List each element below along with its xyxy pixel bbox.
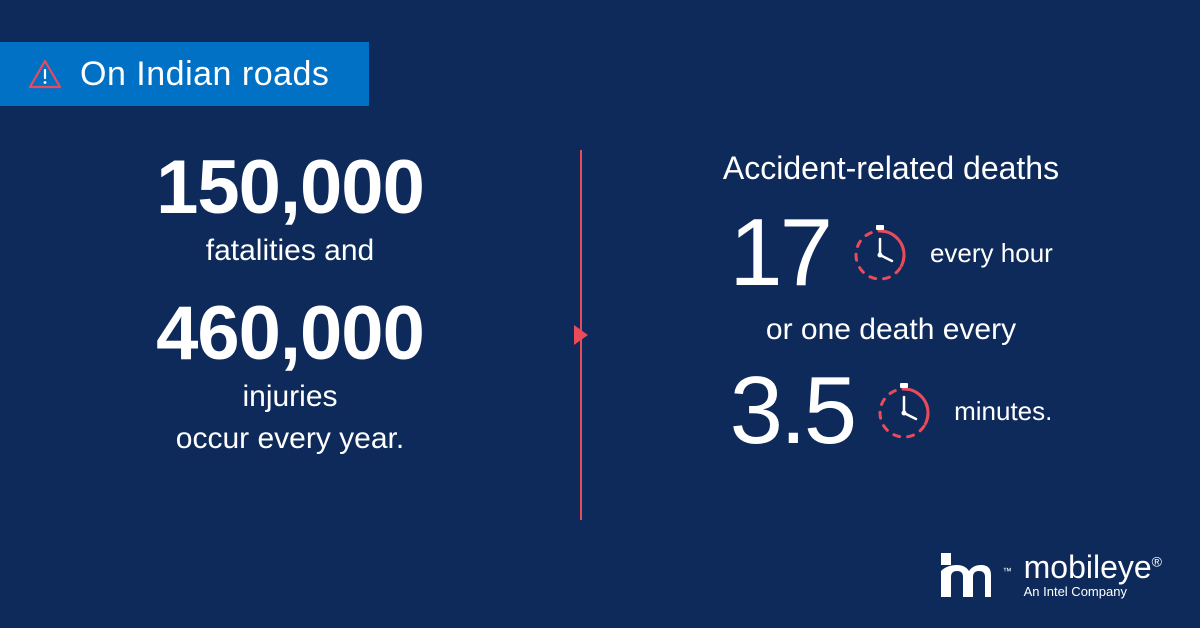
death-interval-unit: minutes. <box>954 396 1052 427</box>
logo-text: mobileye® An Intel Company <box>1024 551 1162 598</box>
divider-arrow-icon <box>574 325 588 345</box>
deaths-header: Accident-related deaths <box>622 150 1160 187</box>
stopwatch-icon <box>874 381 934 441</box>
content-row: 150,000 fatalities and 460,000 injuries … <box>0 150 1200 520</box>
brand-logo: ™ mobileye® An Intel Company <box>941 551 1162 598</box>
registered-icon: ® <box>1152 553 1162 569</box>
death-interval-row: 3.5 minutes. <box>622 363 1160 459</box>
deaths-per-hour-unit: every hour <box>930 238 1053 269</box>
logo-name-text: mobileye <box>1024 549 1152 585</box>
mobileye-logo-icon <box>941 553 991 597</box>
fatalities-value: 150,000 <box>40 150 540 226</box>
header-title: On Indian roads <box>80 55 329 94</box>
fatalities-label: fatalities and <box>40 234 540 268</box>
logo-name: mobileye® <box>1024 551 1162 583</box>
logo-subtitle: An Intel Company <box>1024 585 1162 598</box>
right-column: Accident-related deaths 17 every hour or… <box>582 150 1200 520</box>
death-interval-value: 3.5 <box>730 363 854 459</box>
deaths-per-hour-value: 17 <box>729 205 830 301</box>
injuries-label-2: occur every year. <box>40 422 540 456</box>
deaths-per-hour-row: 17 every hour <box>622 205 1160 301</box>
divider <box>580 150 582 520</box>
injuries-label-1: injuries <box>40 380 540 414</box>
header-bar: On Indian roads <box>0 42 369 106</box>
stopwatch-icon <box>850 223 910 283</box>
warning-triangle-icon <box>28 59 62 89</box>
left-column: 150,000 fatalities and 460,000 injuries … <box>0 150 580 520</box>
trademark-icon: ™ <box>1003 566 1012 576</box>
deaths-mid-text: or one death every <box>622 313 1160 347</box>
injuries-value: 460,000 <box>40 296 540 372</box>
